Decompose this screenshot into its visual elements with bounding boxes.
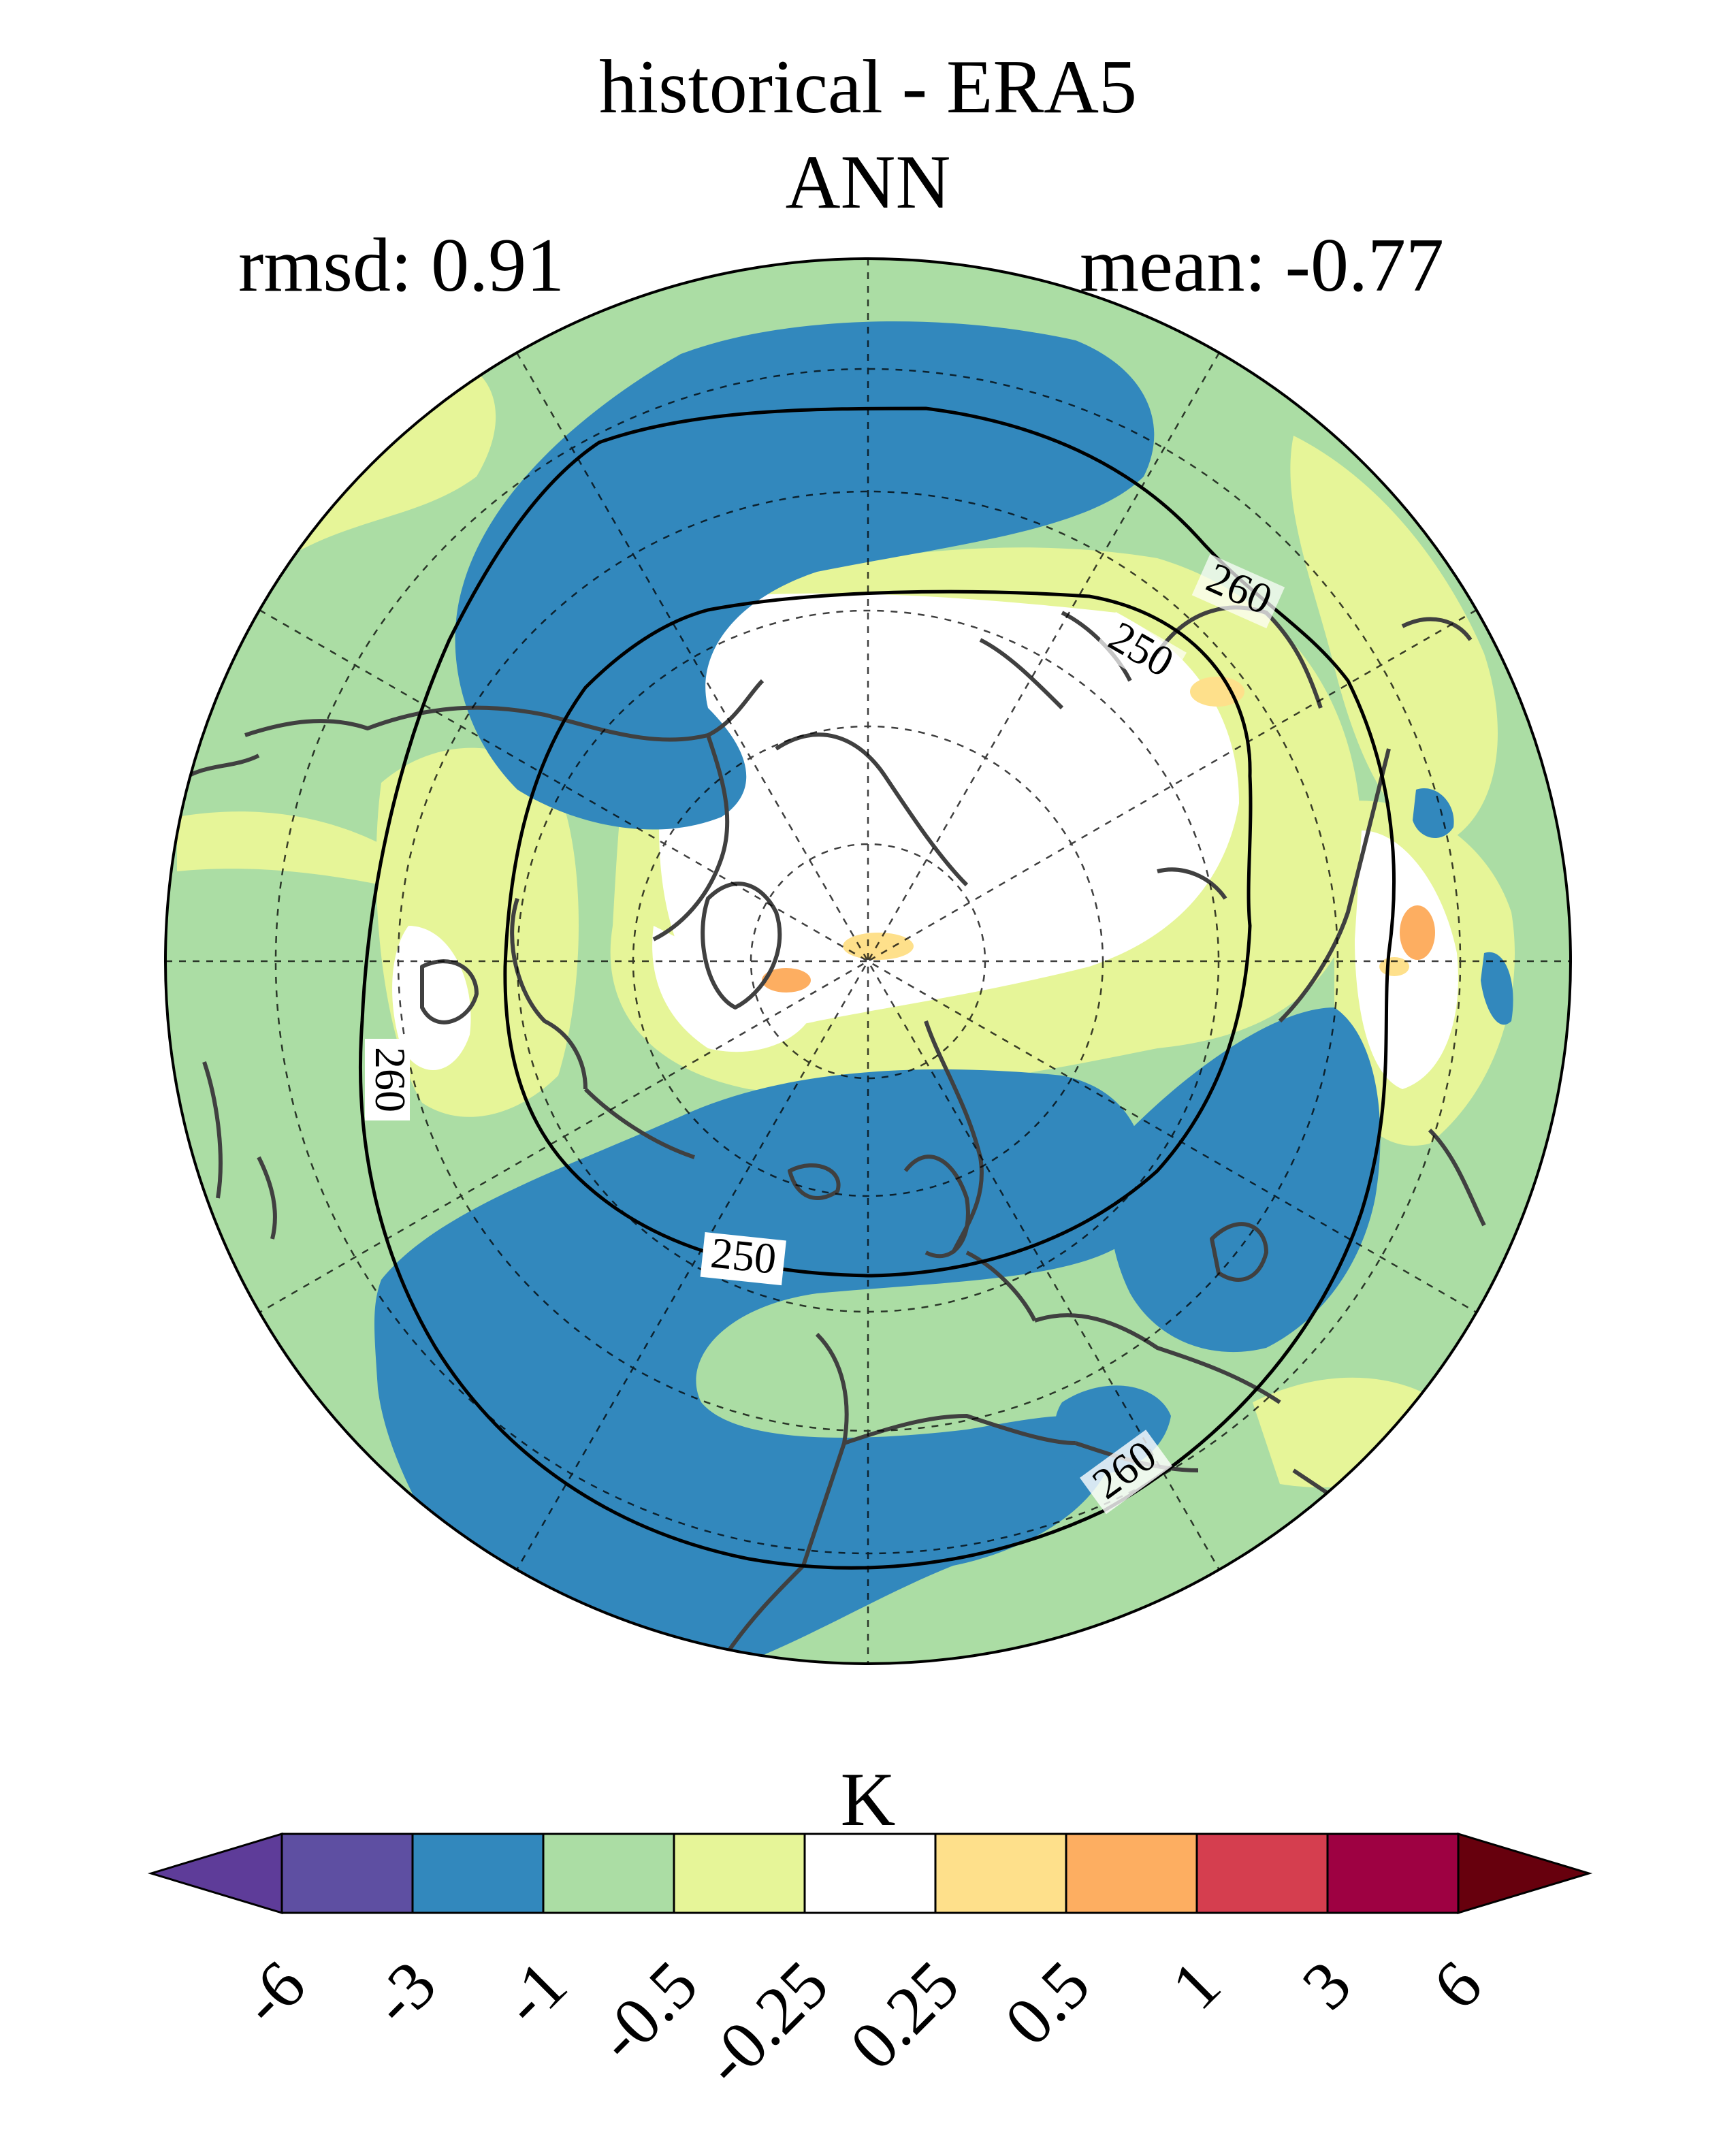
field-blue-atlantic [374, 1069, 1147, 1661]
field-blue-pacific [455, 321, 1155, 830]
map-title: historical - ERA5 [598, 45, 1138, 129]
colorbar-units: K [840, 1758, 896, 1842]
colorbar-tick-label: 3 [1288, 1946, 1366, 2024]
colorbar-tick-label: 1 [1157, 1946, 1235, 2024]
field-yellow-wband [177, 811, 381, 885]
colorbar-tick-label: -3 [357, 1946, 450, 2039]
colorbar-box-3 [542, 1833, 675, 1914]
field-warm-greenland [762, 968, 811, 993]
colorbar-box-2 [411, 1833, 545, 1914]
colorbar-box-4 [673, 1833, 806, 1914]
field-white-arctic [659, 593, 1239, 1026]
field-blue-ne-spot [1413, 788, 1454, 839]
graticule [165, 259, 1571, 1664]
field-white-atlantic-arm [652, 926, 817, 1052]
field-blue-e-spot [1481, 952, 1513, 1025]
field-warm-ne [1190, 677, 1244, 707]
colorbar-tick-label: 0.25 [835, 1946, 973, 2084]
colorbar-box-8 [1195, 1833, 1329, 1914]
map-subtitle: ANN [785, 140, 951, 225]
colorbar-tick-label: -0.5 [582, 1946, 711, 2076]
climatology-contours [358, 406, 1396, 1570]
colorbar-box-7 [1065, 1833, 1198, 1914]
colorbar-tick-label: -6 [226, 1946, 319, 2039]
colorbar-tick-label: 0.5 [991, 1946, 1104, 2060]
contour-250 [503, 590, 1253, 1278]
contour-260 [358, 406, 1396, 1570]
colorbar-box-6 [934, 1833, 1067, 1914]
rmsd-stat: rmsd: 0.91 [238, 223, 565, 308]
colorbar-box-5 [803, 1833, 937, 1914]
field-warm-e [1400, 905, 1435, 960]
colorbar-box-1 [280, 1833, 414, 1914]
mean-stat: mean: -0.77 [1080, 223, 1444, 308]
colorbar-tick-label: -1 [487, 1946, 581, 2039]
map-border [164, 257, 1572, 1665]
field-yellow-ne [1290, 436, 1498, 844]
colorbar-upper-arrow [1457, 1832, 1593, 1915]
contour-label-250-s: 250 [709, 1228, 779, 1283]
colorbar-box-9 [1326, 1833, 1460, 1914]
polar-map: 260 250 250 260 260 [164, 257, 1572, 1665]
colorbar-lower-arrow [147, 1832, 283, 1915]
field-blue-asia [1110, 1007, 1381, 1353]
stipple-dots [763, 619, 857, 850]
contour-label-260-w: 260 [366, 1047, 415, 1112]
colorbar-tick-label: -0.25 [689, 1946, 843, 2100]
field-white-e [1355, 830, 1458, 1089]
colorbar-tick-label: 6 [1419, 1946, 1496, 2024]
field-warm-pole [843, 933, 914, 960]
